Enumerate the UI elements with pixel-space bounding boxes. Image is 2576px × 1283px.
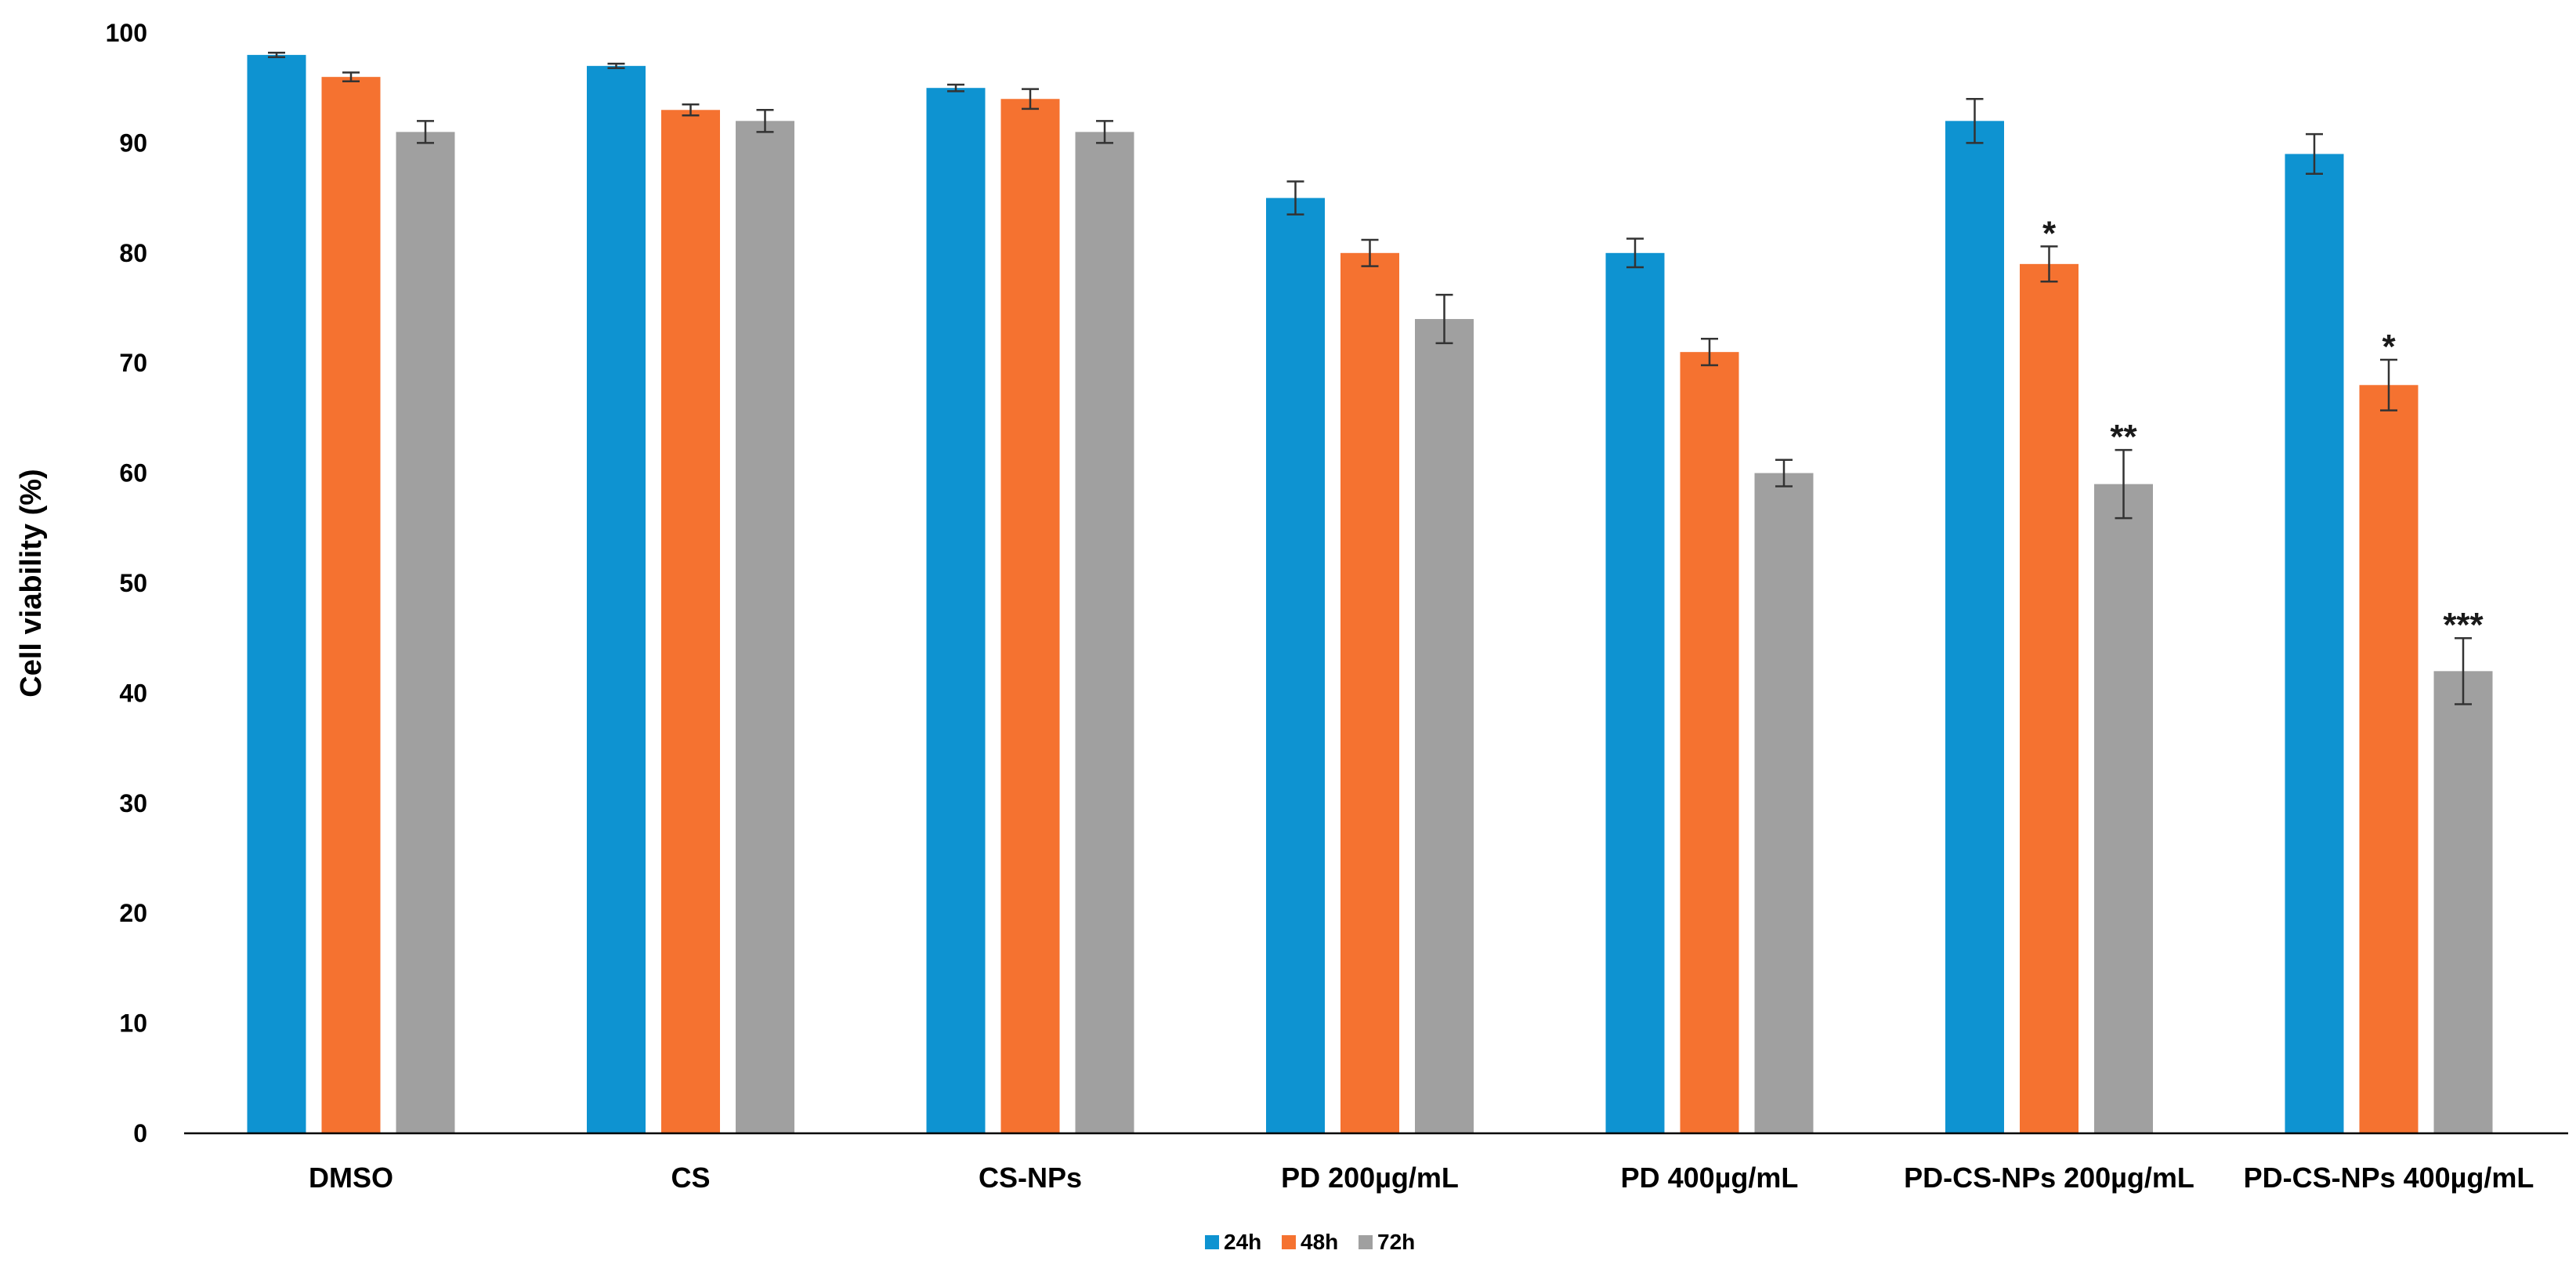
- y-tick-label: 0: [133, 1119, 147, 1147]
- bar-48h-0: [321, 77, 381, 1133]
- bar-48h-1: [661, 110, 720, 1133]
- category-label: PD-CS-NPs 200µg/mL: [1904, 1162, 2194, 1194]
- y-tick-label: 60: [119, 459, 147, 487]
- bar-72h-5: [2094, 484, 2153, 1133]
- category-label: PD 400µg/mL: [1621, 1162, 1799, 1194]
- error-bars: [268, 52, 2472, 705]
- bar-72h-0: [396, 132, 455, 1134]
- bar-48h-4: [1680, 352, 1739, 1133]
- bar-48h-2: [1000, 99, 1060, 1134]
- category-label: CS: [671, 1162, 710, 1194]
- bar-24h-5: [1945, 121, 2004, 1133]
- bar-48h-5: [2020, 263, 2079, 1134]
- bar-24h-4: [1605, 252, 1665, 1133]
- significance-marker: *: [2382, 328, 2396, 366]
- bar-72h-1: [736, 121, 794, 1133]
- bar-48h-6: [2359, 385, 2419, 1133]
- legend-label: 24h: [1224, 1230, 1261, 1254]
- significance-marker: *: [2042, 214, 2057, 252]
- bar-24h-0: [247, 55, 306, 1134]
- bar-24h-3: [1266, 198, 1325, 1134]
- category-label: PD 200µg/mL: [1281, 1162, 1459, 1194]
- y-axis-ticks: 0 10 20 30 40 50 60 70 80 90 100: [106, 19, 147, 1147]
- y-tick-label: 100: [106, 19, 147, 47]
- category-label: DMSO: [309, 1162, 393, 1194]
- bar-24h-1: [587, 66, 646, 1134]
- legend-swatch-72h: [1359, 1235, 1373, 1249]
- legend-swatch-48h: [1282, 1235, 1296, 1249]
- category-label: PD-CS-NPs 400µg/mL: [2244, 1162, 2534, 1194]
- y-tick-label: 10: [119, 1009, 147, 1038]
- y-tick-label: 70: [119, 349, 147, 377]
- legend-swatch-24h: [1205, 1235, 1219, 1249]
- significance-annotations: *******: [2042, 214, 2484, 644]
- significance-marker: ***: [2443, 606, 2484, 644]
- y-tick-label: 30: [119, 789, 147, 817]
- y-tick-label: 50: [119, 569, 147, 597]
- y-tick-label: 80: [119, 239, 147, 267]
- bar-48h-3: [1340, 252, 1399, 1133]
- bar-24h-2: [926, 88, 986, 1134]
- bar-72h-6: [2433, 671, 2493, 1133]
- y-axis-title: Cell viability (%): [15, 469, 48, 697]
- significance-marker: **: [2110, 418, 2137, 456]
- y-tick-label: 20: [119, 899, 147, 927]
- legend: 24h 48h 72h: [1205, 1230, 1415, 1254]
- legend-label: 72h: [1377, 1230, 1415, 1254]
- legend-label: 48h: [1301, 1230, 1338, 1254]
- bar-24h-6: [2285, 154, 2344, 1134]
- bar-72h-2: [1075, 132, 1134, 1134]
- category-labels: DMSO CS CS-NPs PD 200µg/mL PD 400µg/mL PD-CS-…: [309, 1162, 2534, 1194]
- bars: [247, 55, 2493, 1134]
- category-label: CS-NPs: [979, 1162, 1082, 1194]
- bar-72h-4: [1754, 473, 1814, 1133]
- y-tick-label: 90: [119, 129, 147, 157]
- bar-72h-3: [1415, 319, 1474, 1133]
- y-tick-label: 40: [119, 679, 147, 707]
